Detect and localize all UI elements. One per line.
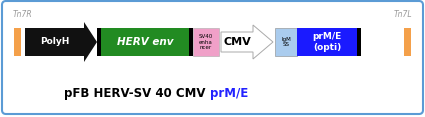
Bar [193, 28, 219, 56]
Text: HERV env: HERV env [117, 37, 173, 47]
Bar [189, 28, 193, 56]
Polygon shape [25, 22, 97, 62]
Text: prM/E: prM/E [210, 86, 248, 99]
Bar [14, 28, 21, 56]
Bar [297, 28, 357, 56]
Text: CMV: CMV [223, 37, 251, 47]
Text: SV40
enha
ncer: SV40 enha ncer [199, 34, 213, 50]
Bar [275, 28, 297, 56]
Text: Tn7L: Tn7L [394, 10, 412, 19]
Text: PolyH: PolyH [40, 38, 69, 46]
Bar [404, 28, 411, 56]
Polygon shape [221, 25, 273, 59]
Text: pFB HERV-SV 40 CMV: pFB HERV-SV 40 CMV [64, 86, 210, 99]
Text: IgM
SS: IgM SS [281, 37, 291, 47]
Text: Tn7R: Tn7R [12, 10, 32, 19]
Bar [97, 28, 101, 56]
Bar [357, 28, 361, 56]
Bar [101, 28, 189, 56]
Text: prM/E
(opti): prM/E (opti) [312, 32, 342, 52]
